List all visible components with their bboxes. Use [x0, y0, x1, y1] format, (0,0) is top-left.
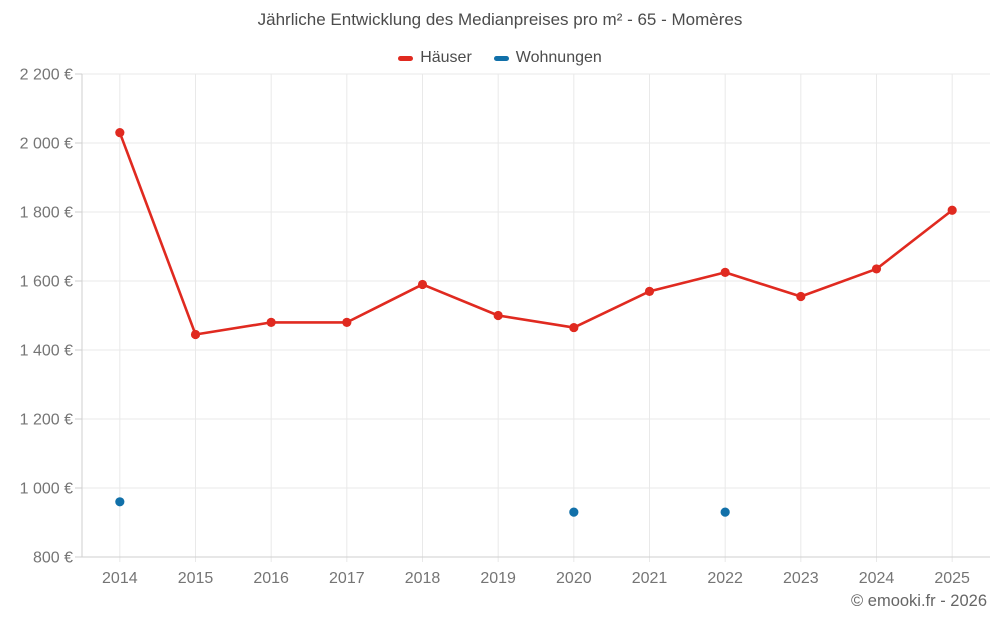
line-segment-haeuser — [421, 283, 500, 317]
data-point-haeuser[interactable] — [417, 279, 428, 290]
x-tick-label: 2021 — [632, 570, 668, 587]
x-tick-label: 2019 — [480, 570, 516, 587]
x-tick-label: 2018 — [405, 570, 441, 587]
x-tick-label: 2020 — [556, 570, 592, 587]
line-segment-haeuser — [345, 283, 424, 324]
data-point-haeuser[interactable] — [871, 264, 882, 274]
legend-label-wohnungen: Wohnungen — [515, 49, 602, 66]
chart-title: Jährliche Entwicklung des Medianpreises … — [257, 10, 743, 29]
data-point-haeuser[interactable] — [644, 286, 655, 296]
x-tick-label: 2023 — [783, 570, 819, 587]
x-tick-label: 2024 — [859, 570, 895, 587]
legend: Häuser Wohnungen — [0, 47, 1000, 69]
data-point-haeuser[interactable] — [266, 317, 276, 327]
y-tick-label: 800 € — [33, 550, 73, 567]
legend-item-haeuser[interactable]: Häuser — [398, 49, 472, 67]
legend-label-haeuser: Häuser — [420, 49, 472, 66]
x-tick-label: 2025 — [934, 570, 970, 587]
y-tick-label: 2 200 € — [20, 67, 73, 84]
line-segment-haeuser — [648, 271, 727, 293]
x-tick-label: 2016 — [253, 570, 289, 587]
data-point-haeuser[interactable] — [190, 329, 201, 340]
line-segment-haeuser — [194, 321, 273, 336]
line-segment-haeuser — [118, 131, 197, 336]
data-point-wohnungen[interactable] — [720, 507, 730, 517]
data-point-haeuser[interactable] — [342, 317, 352, 327]
line-segment-haeuser — [723, 271, 803, 298]
data-point-haeuser[interactable] — [947, 205, 957, 215]
x-tick-label: 2022 — [707, 570, 743, 587]
data-point-haeuser[interactable] — [569, 322, 579, 333]
haeuser-legend-swatch-icon — [398, 55, 414, 61]
data-point-haeuser[interactable] — [115, 128, 125, 138]
line-segment-haeuser — [799, 267, 878, 298]
data-point-haeuser[interactable] — [796, 291, 806, 302]
y-tick-label: 1 200 € — [20, 412, 73, 429]
data-point-haeuser[interactable] — [720, 267, 730, 277]
x-tick-label: 2015 — [178, 570, 214, 587]
data-point-wohnungen[interactable] — [115, 497, 125, 507]
footer-credit: © emooki.fr - 2026 — [851, 592, 987, 610]
y-tick-label: 1 800 € — [20, 205, 73, 222]
y-tick-label: 1 600 € — [20, 274, 73, 291]
line-segment-haeuser — [496, 314, 576, 329]
line-segment-haeuser — [875, 208, 954, 271]
line-segment-haeuser — [572, 290, 651, 329]
data-point-haeuser[interactable] — [493, 310, 503, 321]
x-tick-label: 2014 — [102, 570, 138, 587]
legend-item-wohnungen[interactable]: Wohnungen — [493, 49, 602, 67]
wohnungen-legend-swatch-icon — [493, 55, 509, 61]
y-tick-label: 2 000 € — [20, 136, 73, 153]
y-tick-label: 1 000 € — [20, 481, 73, 498]
x-tick-label: 2017 — [329, 570, 365, 587]
y-tick-label: 1 400 € — [20, 343, 73, 360]
data-point-wohnungen[interactable] — [569, 507, 579, 517]
